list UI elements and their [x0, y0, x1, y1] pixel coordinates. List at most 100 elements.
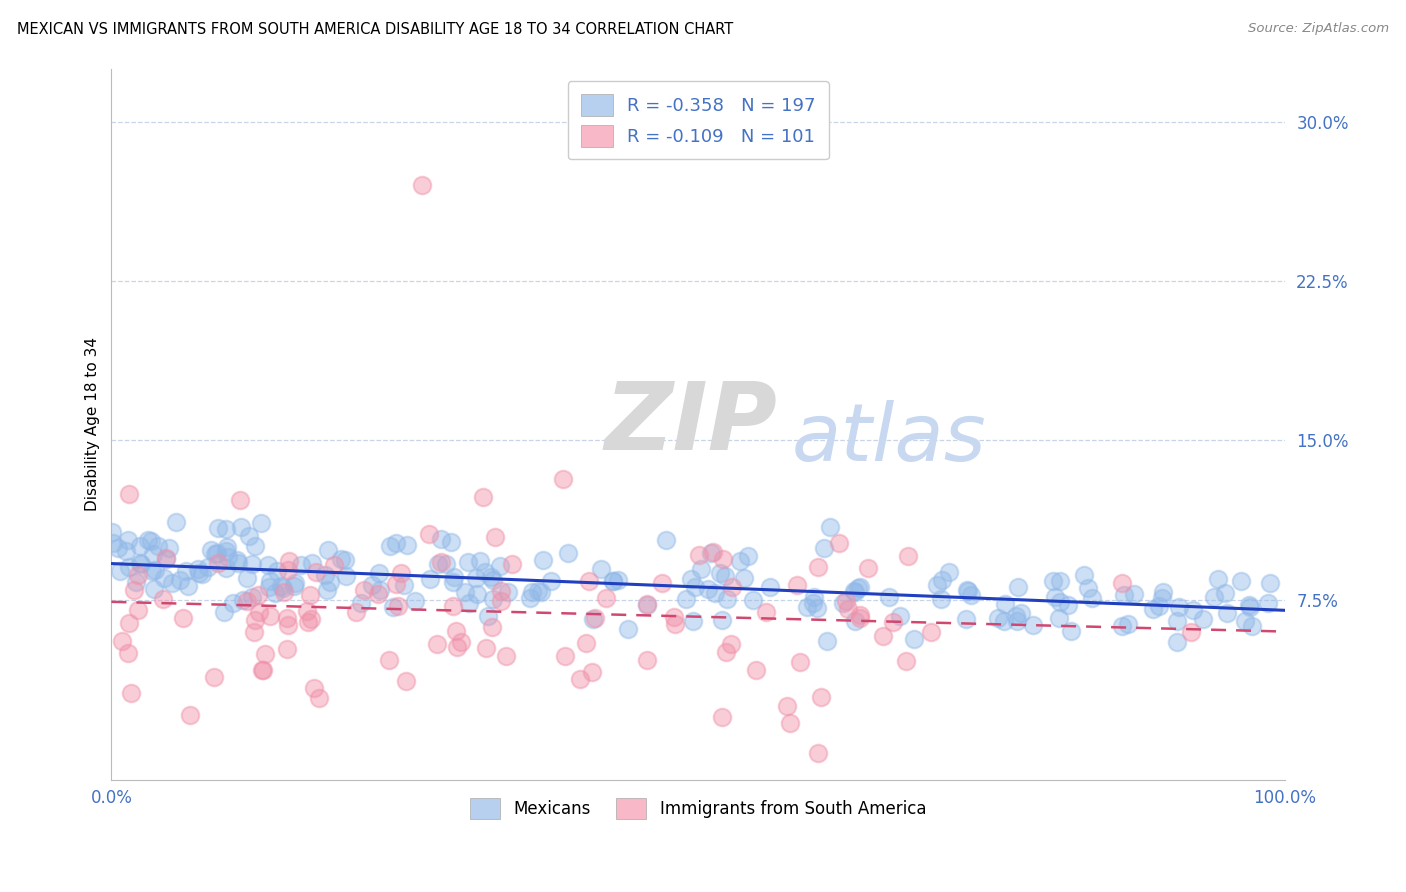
- Point: [330, 551, 353, 566]
- Point: [1049, 595, 1071, 609]
- Point: [530, 585, 553, 599]
- Point: [122, 583, 145, 598]
- Point: [475, 640, 498, 655]
- Point: [842, 584, 865, 599]
- Point: [107, 541, 129, 555]
- Point: [636, 598, 658, 612]
- Point: [938, 565, 960, 579]
- Point: [882, 615, 904, 629]
- Point: [136, 533, 159, 547]
- Point: [1043, 590, 1066, 604]
- Point: [832, 596, 855, 610]
- Point: [277, 618, 299, 632]
- Point: [446, 640, 468, 655]
- Point: [679, 573, 702, 587]
- Point: [270, 579, 292, 593]
- Point: [959, 588, 981, 602]
- Point: [247, 605, 270, 619]
- Point: [450, 635, 472, 649]
- Point: [1191, 612, 1213, 626]
- Point: [264, 586, 287, 600]
- Point: [675, 592, 697, 607]
- Point: [827, 536, 849, 550]
- Point: [395, 537, 418, 551]
- Point: [427, 557, 450, 571]
- Point: [1167, 599, 1189, 614]
- Point: [690, 561, 713, 575]
- Point: [474, 565, 496, 579]
- Point: [1081, 591, 1104, 605]
- Point: [1258, 576, 1281, 591]
- Point: [118, 615, 141, 630]
- Point: [1047, 610, 1070, 624]
- Point: [319, 574, 342, 589]
- Point: [179, 707, 201, 722]
- Point: [229, 520, 252, 534]
- Point: [849, 611, 872, 625]
- Point: [117, 646, 139, 660]
- Point: [232, 592, 254, 607]
- Point: [484, 529, 506, 543]
- Point: [1057, 598, 1080, 612]
- Point: [259, 580, 281, 594]
- Point: [815, 634, 838, 648]
- Point: [419, 572, 441, 586]
- Point: [302, 681, 325, 696]
- Point: [856, 561, 879, 575]
- Point: [128, 556, 150, 570]
- Point: [389, 566, 412, 581]
- Point: [896, 654, 918, 668]
- Point: [361, 578, 384, 592]
- Point: [481, 620, 503, 634]
- Point: [591, 561, 613, 575]
- Point: [818, 520, 841, 534]
- Point: [993, 614, 1015, 628]
- Point: [813, 541, 835, 555]
- Point: [142, 547, 165, 561]
- Point: [349, 596, 371, 610]
- Point: [344, 605, 367, 619]
- Point: [489, 594, 512, 608]
- Point: [929, 592, 952, 607]
- Point: [697, 582, 720, 597]
- Point: [1213, 586, 1236, 600]
- Point: [458, 596, 481, 610]
- Point: [806, 601, 828, 615]
- Point: [368, 566, 391, 581]
- Point: [872, 629, 894, 643]
- Point: [271, 581, 294, 595]
- Point: [553, 472, 575, 486]
- Point: [488, 558, 510, 573]
- Point: [531, 553, 554, 567]
- Point: [453, 585, 475, 599]
- Point: [353, 582, 375, 597]
- Point: [489, 584, 512, 599]
- Point: [335, 568, 357, 582]
- Point: [578, 574, 600, 588]
- Point: [1216, 606, 1239, 620]
- Point: [139, 533, 162, 548]
- Point: [207, 556, 229, 570]
- Point: [956, 583, 979, 598]
- Point: [155, 550, 177, 565]
- Point: [803, 591, 825, 605]
- Point: [554, 648, 576, 663]
- Point: [602, 574, 624, 588]
- Point: [682, 614, 704, 628]
- Point: [187, 566, 209, 581]
- Point: [1010, 606, 1032, 620]
- Point: [1060, 624, 1083, 639]
- Point: [519, 591, 541, 605]
- Point: [443, 570, 465, 584]
- Point: [714, 568, 737, 582]
- Point: [426, 637, 449, 651]
- Point: [440, 535, 463, 549]
- Point: [1180, 625, 1202, 640]
- Point: [683, 580, 706, 594]
- Point: [301, 557, 323, 571]
- Point: [229, 492, 252, 507]
- Point: [472, 490, 495, 504]
- Point: [1240, 619, 1263, 633]
- Point: [215, 544, 238, 558]
- Point: [837, 602, 859, 616]
